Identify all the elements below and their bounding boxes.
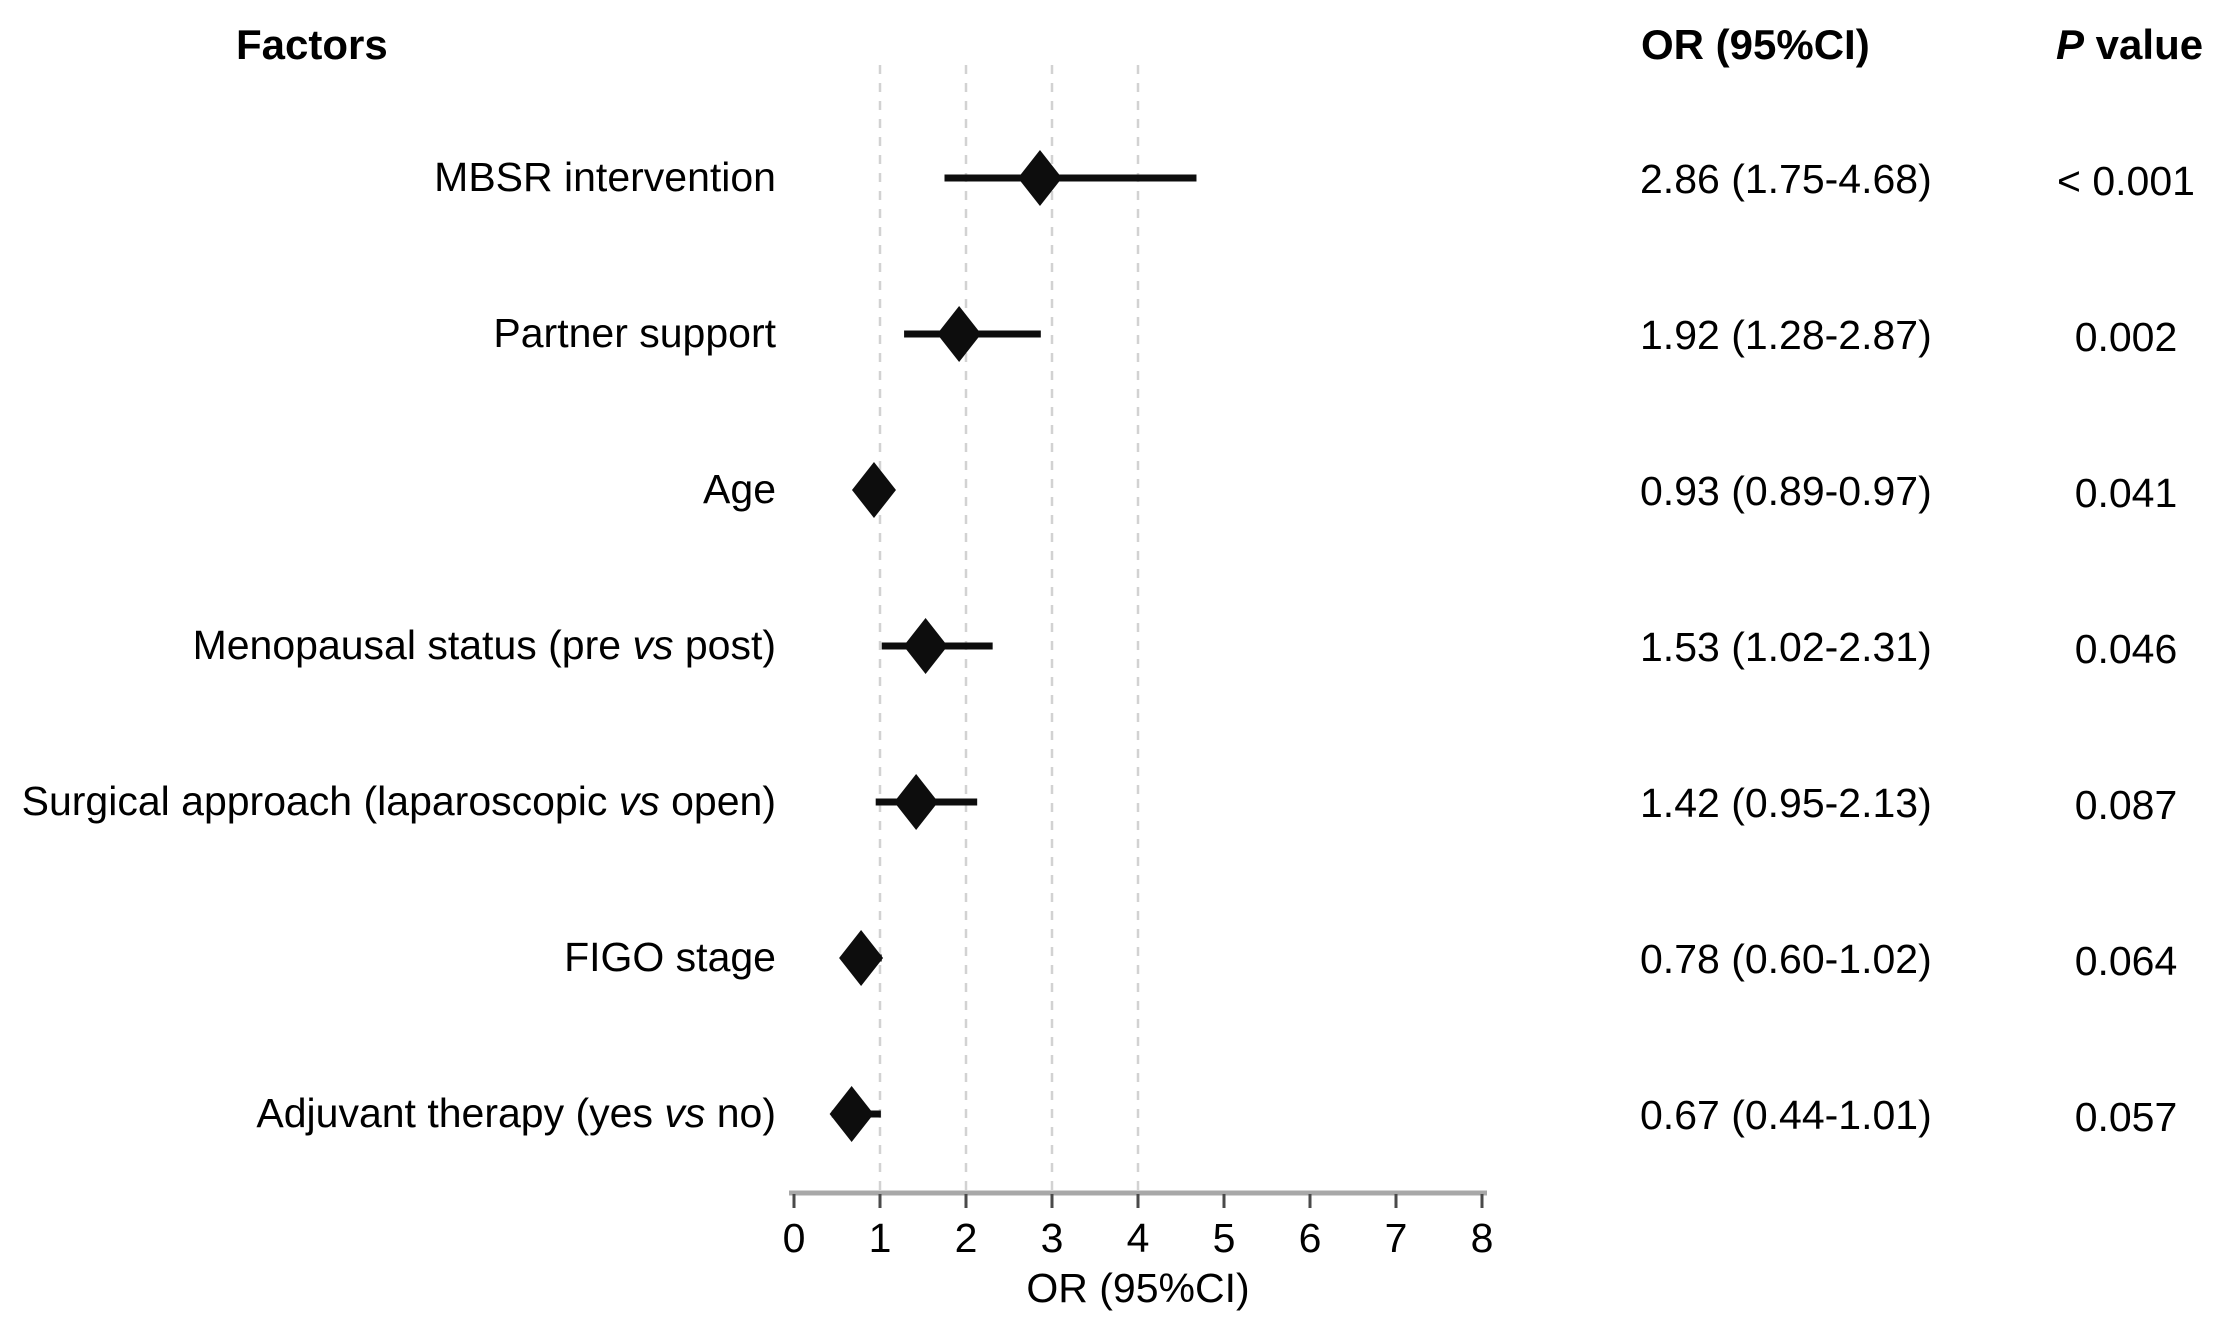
p-value: 0.064: [2074, 938, 2178, 984]
or-ci-value: 1.92 (1.28-2.87): [1640, 312, 1932, 358]
or-ci-value: 0.78 (0.60-1.02): [1640, 936, 1932, 982]
vs-italic: vs: [664, 1090, 706, 1136]
or-diamond-marker: [1017, 150, 1062, 206]
x-tick-label-4: 4: [1126, 1215, 1150, 1261]
vs-italic: vs: [618, 778, 660, 824]
row-label: FIGO stage: [564, 934, 776, 980]
or-diamond-marker: [851, 462, 896, 518]
or-ci-value: 0.93 (0.89-0.97): [1640, 468, 1932, 514]
or-diamond-marker: [829, 1086, 874, 1142]
p-value: 0.046: [2074, 626, 2178, 672]
row-label: Partner support: [493, 310, 776, 356]
row-label: Age: [703, 466, 776, 512]
column-header-or-ci: OR (95%CI): [1641, 21, 1870, 68]
x-tick-label-5: 5: [1212, 1215, 1236, 1261]
p-value: < 0.001: [2057, 158, 2195, 204]
or-ci-value: 1.42 (0.95-2.13): [1640, 780, 1932, 826]
or-ci-value: 2.86 (1.75-4.68): [1640, 156, 1932, 202]
x-tick-label-0: 0: [782, 1215, 806, 1261]
row-label: Adjuvant therapy (yes vs no): [256, 1090, 776, 1136]
x-tick-label-3: 3: [1040, 1215, 1064, 1261]
x-tick-label-7: 7: [1384, 1215, 1408, 1261]
row-label: Surgical approach (laparoscopic vs open): [21, 778, 776, 824]
p-value: 0.002: [2074, 314, 2178, 360]
row-label: Menopausal status (pre vs post): [192, 622, 776, 668]
p-value-header-italic-p: P: [2056, 21, 2085, 68]
or-ci-value: 0.67 (0.44-1.01): [1640, 1092, 1932, 1138]
x-tick-label-2: 2: [954, 1215, 978, 1261]
vs-italic: vs: [632, 622, 674, 668]
or-diamond-marker: [937, 306, 982, 362]
x-tick-label-1: 1: [868, 1215, 892, 1261]
p-value-header-rest: value: [2084, 21, 2204, 68]
row-label: MBSR intervention: [434, 154, 776, 200]
or-diamond-marker: [903, 618, 948, 674]
x-axis-title: OR (95%CI): [1026, 1265, 1250, 1311]
or-diamond-marker: [894, 774, 939, 830]
or-ci-value: 1.53 (1.02-2.31): [1640, 624, 1932, 670]
x-tick-label-6: 6: [1298, 1215, 1322, 1261]
p-value: 0.057: [2074, 1094, 2178, 1140]
p-value: 0.087: [2074, 782, 2178, 828]
column-header-p-value: P value: [2056, 21, 2204, 68]
x-tick-label-8: 8: [1470, 1215, 1494, 1261]
column-header-factors: Factors: [236, 21, 388, 68]
p-value: 0.041: [2074, 470, 2178, 516]
or-diamond-marker: [839, 930, 884, 986]
